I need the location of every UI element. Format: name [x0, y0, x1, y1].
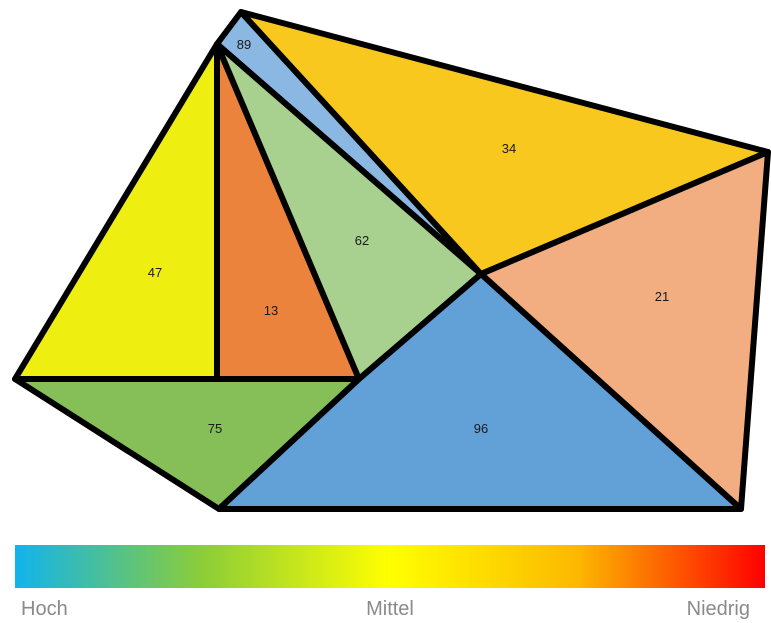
- region-label-75: 75: [208, 421, 222, 436]
- color-scale-bar: [15, 545, 765, 588]
- scale-label-low: Hoch: [21, 598, 68, 620]
- color-scale-legend: Hoch Mittel Niedrig: [15, 545, 765, 620]
- region-label-47: 47: [148, 265, 162, 280]
- region-47[interactable]: [12, 41, 220, 382]
- scale-label-mid: Mittel: [366, 598, 414, 620]
- region-label-96: 96: [474, 421, 488, 436]
- scale-label-high: Niedrig: [687, 598, 750, 620]
- region-label-34: 34: [502, 141, 516, 156]
- region-label-89: 89: [237, 37, 251, 52]
- region-label-13: 13: [264, 303, 278, 318]
- region-shapes: [12, 9, 771, 512]
- region-96[interactable]: [216, 271, 744, 512]
- region-label-62: 62: [355, 233, 369, 248]
- region-labels: 89 34 47 13 62 21 75 96: [148, 37, 669, 436]
- region-label-21: 21: [655, 289, 669, 304]
